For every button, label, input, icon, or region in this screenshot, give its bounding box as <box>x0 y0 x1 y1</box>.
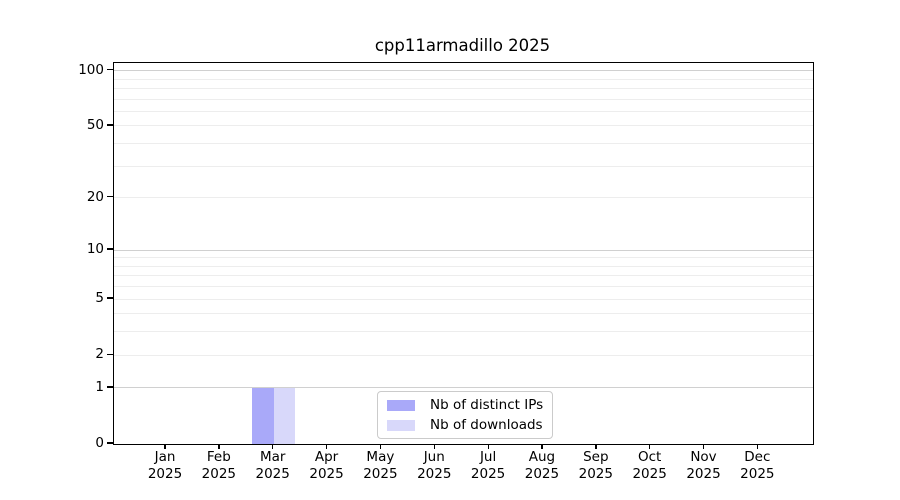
y-tick-label: 50 <box>86 116 104 133</box>
x-tick-label: Oct 2025 <box>610 449 690 482</box>
legend: Nb of distinct IPs Nb of downloads <box>377 391 554 439</box>
x-tick-year: 2025 <box>740 465 775 482</box>
x-tick-month: Mar <box>259 449 286 465</box>
x-tick-label: Mar 2025 <box>233 449 313 482</box>
bar-nb-of-downloads <box>273 387 296 444</box>
x-tick-mark <box>756 444 759 449</box>
y-tick-label: 2 <box>95 346 104 363</box>
y-tick-mark <box>107 297 113 299</box>
x-tick-month: Dec <box>744 449 771 465</box>
x-tick-month: Aug <box>528 449 556 465</box>
x-tick-mark <box>487 444 489 449</box>
gridline-minor <box>114 165 813 167</box>
y-tick-mark <box>107 124 113 126</box>
y-tick-label: 0 <box>95 435 104 451</box>
x-tick-label: Apr 2025 <box>287 449 367 482</box>
x-tick-month: Jan <box>154 449 176 465</box>
y-tick-mark <box>107 69 113 71</box>
x-tick-label: Sep 2025 <box>556 449 636 482</box>
y-tick-label: 20 <box>86 188 104 205</box>
x-tick-month: Apr <box>314 449 339 465</box>
y-tick-mark <box>107 248 113 250</box>
y-tick-label: 10 <box>86 241 104 257</box>
y-tick-mark <box>107 196 113 198</box>
gridline-minor <box>114 265 813 267</box>
x-tick-label: May 2025 <box>340 449 420 482</box>
x-tick-mark <box>218 444 220 449</box>
plot-area: Nb of distinct IPs Nb of downloads <box>113 62 814 445</box>
y-tick-mark <box>107 386 113 388</box>
gridline-minor <box>114 197 813 199</box>
x-tick-label: Dec 2025 <box>717 449 797 482</box>
x-tick-mark <box>649 444 651 449</box>
x-tick-year: 2025 <box>201 465 237 482</box>
x-tick-mark <box>325 444 328 449</box>
gridline-minor <box>114 125 813 127</box>
x-tick-year: 2025 <box>686 465 721 482</box>
x-tick-year: 2025 <box>309 465 344 482</box>
x-tick-mark <box>379 444 382 449</box>
y-tick-mark <box>107 442 113 444</box>
x-tick-month: Feb <box>206 449 231 465</box>
gridline-major <box>114 249 813 251</box>
gridline-major <box>114 387 813 389</box>
x-tick-year: 2025 <box>147 465 183 482</box>
x-tick-year: 2025 <box>524 465 560 482</box>
legend-label: Nb of downloads <box>430 417 543 433</box>
gridline-minor <box>114 298 813 300</box>
gridline-minor <box>114 275 813 277</box>
chart-title: cpp11armadillo 2025 <box>374 36 551 55</box>
gridline-minor <box>114 331 813 333</box>
x-tick-year: 2025 <box>417 465 452 482</box>
x-tick-label: Jul 2025 <box>448 449 528 482</box>
x-tick-label: Aug 2025 <box>502 449 582 482</box>
gridline-minor <box>114 110 813 112</box>
gridline-minor <box>114 354 813 356</box>
x-tick-label: Nov 2025 <box>664 449 744 482</box>
x-tick-mark <box>541 444 543 449</box>
gridline-minor <box>114 87 813 89</box>
x-tick-year: 2025 <box>470 465 506 482</box>
gridline-major <box>114 70 813 72</box>
legend-item: Nb of distinct IPs <box>387 396 543 414</box>
x-tick-label: Feb 2025 <box>179 449 259 482</box>
y-tick-label: 1 <box>95 378 104 395</box>
legend-item: Nb of downloads <box>387 416 543 434</box>
gridline-minor <box>114 78 813 80</box>
y-tick-label: 100 <box>78 61 104 78</box>
x-tick-month: Oct <box>637 449 662 465</box>
x-tick-label: Jun 2025 <box>394 449 474 482</box>
x-tick-month: Jul <box>479 449 497 465</box>
x-tick-mark <box>595 444 597 449</box>
gridline-minor <box>114 313 813 315</box>
x-tick-mark <box>433 444 436 449</box>
legend-label: Nb of distinct IPs <box>430 397 544 413</box>
x-tick-year: 2025 <box>255 465 290 482</box>
x-tick-mark <box>164 444 166 449</box>
x-tick-year: 2025 <box>363 465 398 482</box>
gridline-minor <box>114 143 813 145</box>
legend-swatch <box>387 419 415 431</box>
x-tick-month: Sep <box>583 449 609 465</box>
gridline-minor <box>114 98 813 100</box>
gridline-minor <box>114 286 813 288</box>
x-tick-month: May <box>366 449 395 465</box>
y-tick-mark <box>107 353 113 355</box>
y-tick-label: 5 <box>95 290 104 307</box>
gridline-minor <box>114 257 813 259</box>
x-tick-mark <box>702 444 705 449</box>
x-tick-year: 2025 <box>632 465 667 482</box>
x-tick-month: Jun <box>423 449 445 465</box>
bar-nb-of-distinct-ips <box>252 387 274 444</box>
x-tick-mark <box>272 444 274 449</box>
x-tick-label: Jan 2025 <box>125 449 205 482</box>
x-tick-month: Nov <box>690 449 717 465</box>
x-tick-year: 2025 <box>578 465 613 482</box>
legend-swatch <box>387 399 415 411</box>
